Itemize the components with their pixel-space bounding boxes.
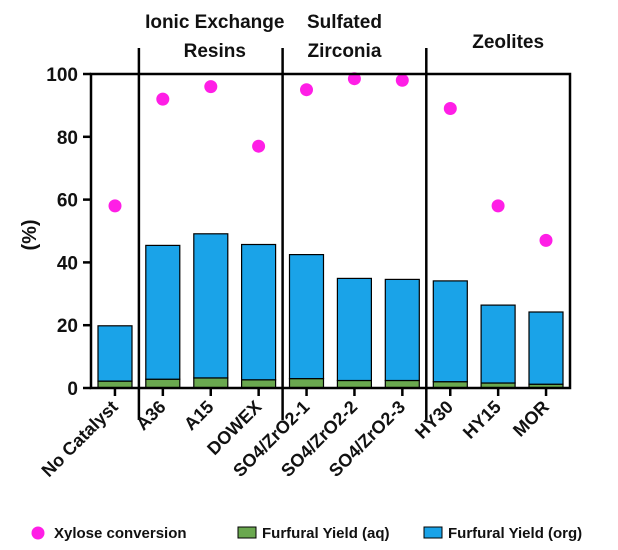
xylose-point-6 bbox=[395, 73, 409, 87]
group-dividers bbox=[137, 48, 428, 420]
x-tick-label-9: MOR bbox=[509, 397, 553, 441]
legend-label-1: Furfural Yield (aq) bbox=[262, 525, 390, 542]
group-label-1-line-0: Sulfated bbox=[307, 12, 382, 33]
bar-org-8 bbox=[480, 304, 516, 384]
bar-org-3 bbox=[241, 243, 277, 381]
y-axis-title: (%) bbox=[19, 219, 41, 250]
bar-org-7 bbox=[432, 280, 468, 383]
group-label-2-line-0: Zeolites bbox=[472, 32, 544, 53]
xylose-point-9 bbox=[539, 233, 553, 247]
group-label-1-line-1: Zirconia bbox=[307, 41, 381, 62]
x-axis: No Catalyst A36 A15DOWEXSO4/ZrO2-1SO4/ZrO2… bbox=[38, 388, 553, 481]
bar-org-1 bbox=[145, 244, 181, 380]
bars bbox=[97, 233, 564, 389]
xylose-point-5 bbox=[347, 72, 361, 86]
xylose-point-0 bbox=[108, 199, 122, 213]
bar-aq-1 bbox=[145, 378, 181, 389]
plot-frame bbox=[89, 72, 572, 390]
y-tick-label-5: 100 bbox=[46, 65, 78, 86]
x-tick-label-8: HY15 bbox=[459, 397, 505, 443]
bar-org-6 bbox=[384, 278, 420, 382]
legend: Xylose conversion Furfural Yield (aq) Furf… bbox=[31, 525, 582, 542]
xylose-point-3 bbox=[252, 139, 266, 153]
xylose-point-1 bbox=[156, 92, 170, 106]
y-tick-label-4: 80 bbox=[57, 128, 78, 149]
bar-aq-4 bbox=[288, 378, 325, 389]
x-tick-label-2: A15 bbox=[180, 397, 217, 434]
bar-org-2 bbox=[193, 233, 229, 379]
x-tick-label-7: HY30 bbox=[411, 397, 457, 443]
legend-label-0: Xylose conversion bbox=[54, 525, 187, 542]
xylose-point-2 bbox=[204, 80, 218, 94]
y-axis: 0 20 40 60 80 100 bbox=[46, 65, 91, 400]
legend-marker-1 bbox=[237, 526, 257, 539]
legend-label-2: Furfural Yield (org) bbox=[448, 525, 582, 542]
bar-org-4 bbox=[288, 254, 325, 380]
group-label-0-line-1: Resins bbox=[184, 41, 246, 62]
xylose-point-4 bbox=[300, 83, 313, 97]
group-label-0-line-0: Ionic Exchange bbox=[145, 12, 284, 33]
legend-marker-0 bbox=[31, 526, 45, 540]
xylose-point-7 bbox=[443, 102, 457, 115]
legend-marker-2 bbox=[423, 526, 443, 539]
y-tick-label-3: 60 bbox=[57, 191, 78, 212]
bar-aq-2 bbox=[193, 377, 229, 389]
y-tick-label-0: 0 bbox=[67, 379, 78, 400]
group-labels: Ionic Exchange Resins Sulfated Zirconia Zeol… bbox=[145, 12, 544, 62]
bar-org-9 bbox=[528, 311, 564, 385]
y-tick-label-1: 20 bbox=[57, 316, 78, 337]
bar-org-5 bbox=[336, 277, 372, 382]
xylose-points bbox=[108, 72, 553, 247]
y-tick-label-2: 40 bbox=[57, 253, 78, 274]
bar-org-0 bbox=[97, 325, 133, 382]
xylose-point-8 bbox=[491, 199, 505, 213]
x-tick-label-0: No Catalyst bbox=[38, 397, 122, 481]
